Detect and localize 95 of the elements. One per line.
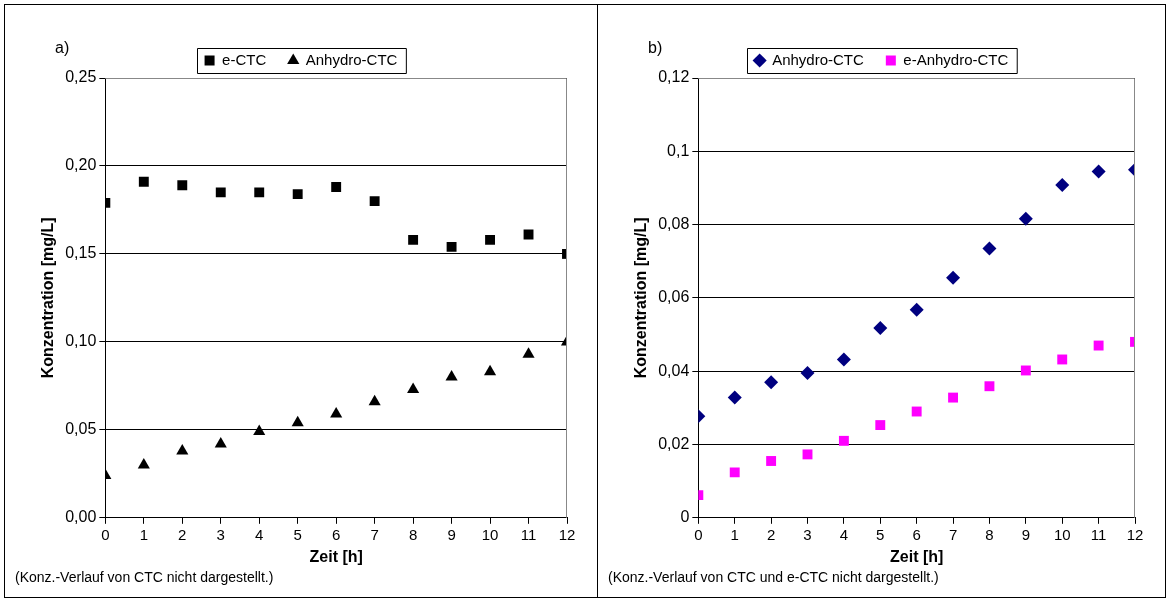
chart-title: a)	[55, 39, 70, 57]
x-tick-label: 5	[876, 525, 885, 543]
point	[214, 436, 227, 448]
point	[948, 392, 959, 403]
x-tick-label: 3	[803, 525, 812, 543]
point	[911, 406, 922, 417]
x-tick-label: 5	[293, 525, 302, 543]
point	[138, 176, 149, 187]
point	[875, 420, 886, 431]
x-tick-label: 7	[948, 525, 958, 543]
y-tick-label: 0	[680, 508, 690, 526]
point	[984, 381, 995, 392]
point	[766, 456, 777, 466]
point	[331, 182, 342, 193]
x-tick-label: 12	[558, 525, 576, 543]
x-tick-label: 1	[139, 525, 148, 543]
legend-label: e-Anhydro-CTC	[903, 50, 1009, 68]
y-axis-title: Konzentration [mg/L]	[39, 217, 57, 379]
x-tick-label: 1	[730, 525, 739, 543]
x-tick-label: 6	[912, 525, 921, 543]
point	[484, 364, 497, 376]
y-tick-label: 0,15	[65, 244, 97, 262]
point	[368, 394, 381, 406]
y-tick-label: 0,05	[65, 420, 97, 438]
y-tick-label: 0,00	[65, 508, 97, 526]
x-tick-label: 2	[178, 525, 187, 543]
x-tick-label: 6	[332, 525, 341, 543]
x-tick-label: 9	[447, 525, 456, 543]
point	[838, 435, 849, 446]
x-tick-label: 11	[520, 525, 537, 543]
point	[1091, 164, 1106, 179]
x-tick-label: 8	[985, 525, 994, 543]
point	[177, 180, 188, 191]
x-tick-label: 8	[408, 525, 418, 543]
legend-label: Anhydro-CTC	[305, 50, 398, 68]
chart-title: b)	[648, 39, 663, 57]
x-tick-label: 9	[1021, 525, 1031, 543]
x-tick-label: 4	[839, 525, 849, 543]
x-tick-label: 4	[255, 525, 264, 543]
legend-label: e-CTC	[222, 50, 267, 68]
point	[408, 234, 419, 245]
x-tick-label: 3	[216, 525, 225, 543]
point	[330, 407, 343, 418]
x-axis-title: Zeit [h]	[890, 547, 944, 565]
point	[407, 382, 420, 393]
y-tick-label: 0,08	[658, 215, 690, 233]
point	[800, 366, 815, 381]
y-tick-label: 0,06	[658, 288, 690, 306]
text: (Konz.-Verlauf von CTC und e-CTC nicht dargestellt.)	[608, 568, 939, 585]
point	[446, 241, 457, 252]
point	[729, 467, 740, 478]
point	[982, 241, 997, 256]
point	[445, 370, 458, 381]
x-axis-title: Zeit [h]	[309, 547, 363, 565]
point	[485, 234, 496, 245]
point	[1018, 211, 1033, 226]
point	[836, 352, 851, 367]
point	[909, 302, 924, 317]
point	[137, 458, 150, 469]
x-tick-label: 10	[481, 525, 499, 543]
x-tick-label: 7	[370, 525, 379, 543]
legend-label: Anhydro-CTC	[772, 50, 864, 68]
point	[254, 187, 265, 198]
point	[522, 347, 535, 358]
y-tick-label: 0,04	[658, 361, 690, 379]
point	[764, 375, 779, 390]
point	[727, 390, 742, 405]
point	[253, 424, 266, 436]
point	[291, 415, 304, 427]
y-tick-label: 0,12	[658, 68, 690, 86]
x-tick-label: 0	[101, 525, 110, 543]
x-tick-label: 10	[1053, 525, 1071, 543]
point	[523, 229, 534, 240]
y-axis-title: Konzentration [mg/L]	[632, 217, 650, 379]
point	[946, 270, 961, 285]
y-tick-label: 0,1	[667, 141, 690, 159]
x-tick-label: 11	[1090, 525, 1107, 543]
point	[873, 320, 888, 335]
point	[1020, 365, 1031, 376]
point	[1055, 178, 1070, 193]
y-tick-label: 0,02	[658, 434, 690, 452]
point	[802, 449, 813, 460]
point	[292, 189, 303, 200]
point	[215, 187, 226, 198]
x-tick-label: 2	[766, 525, 776, 543]
point	[1093, 340, 1104, 351]
y-tick-label: 0,20	[65, 156, 97, 174]
point	[1057, 354, 1068, 365]
x-tick-label: 12	[1126, 525, 1144, 543]
y-tick-label: 0,10	[65, 332, 97, 350]
y-tick-label: 0,25	[65, 68, 97, 86]
text: (Konz.-Verlauf von CTC nicht dargestellt.)	[15, 568, 274, 585]
x-tick-label: 0	[694, 525, 703, 543]
point	[369, 196, 380, 207]
point	[176, 443, 189, 455]
